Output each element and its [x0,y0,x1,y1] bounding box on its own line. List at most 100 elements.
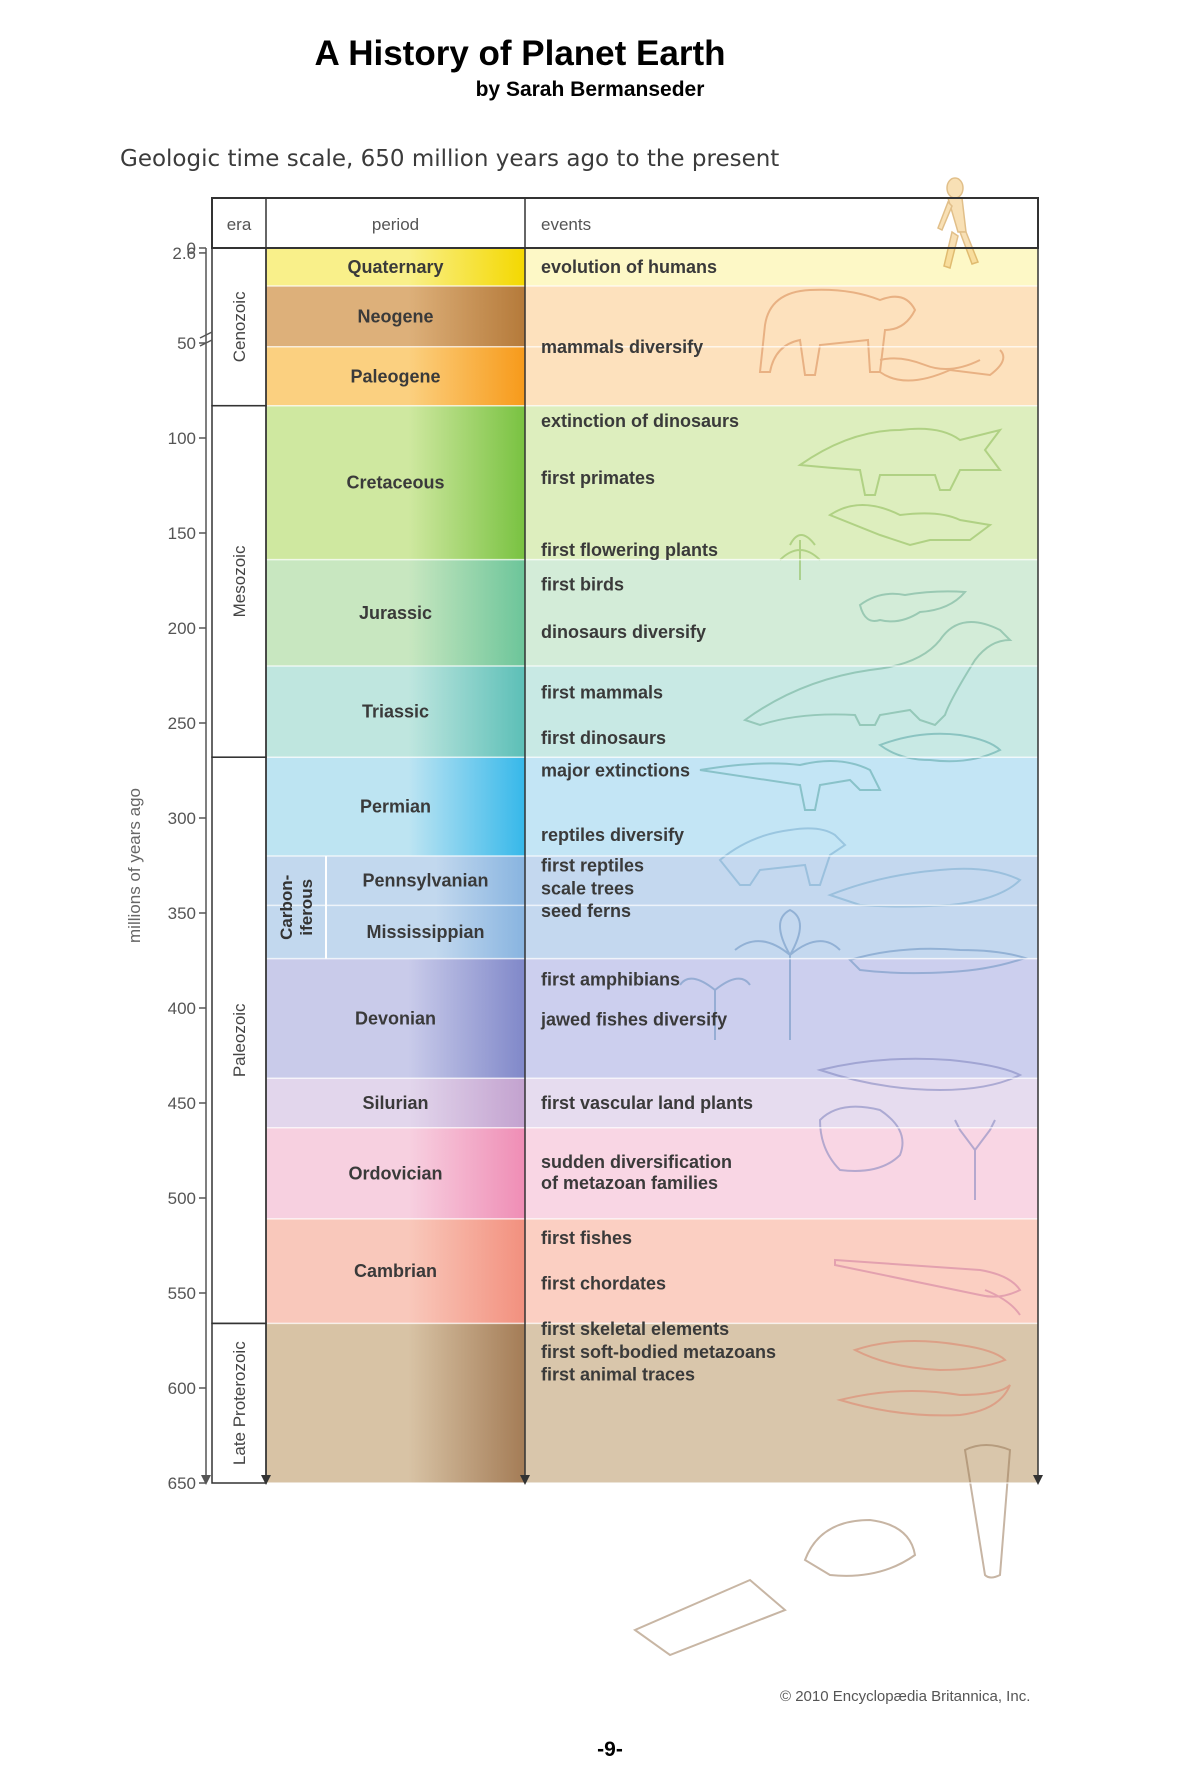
era-label: Mesozoic [230,545,249,617]
period-label: Permian [360,797,431,817]
era-label: Cenozoic [230,291,249,362]
period-label: Pennsylvanian [362,871,488,891]
y-axis-tick-label: 50 [177,334,196,353]
event-label: first reptiles [541,856,644,876]
event-label: extinction of dinosaurs [541,411,739,431]
period-cell [266,958,525,1079]
arrowhead [520,1475,530,1485]
axis-break [199,331,213,347]
author-byline: by Sarah Bermanseder [475,78,705,101]
cambrian-fish-illustration [836,1340,1011,1417]
column-header-period: period [372,215,419,234]
permian-reptile-illustration [718,827,1022,908]
event-label: first amphibians [541,970,680,990]
subgroup-label-line: iferous [297,879,316,936]
y-axis-tick-label: 2.6 [172,244,196,263]
event-band [525,757,1038,856]
y-axis-tick-label: 150 [168,524,196,543]
period-cell [266,1323,525,1483]
human-illustration [937,177,979,269]
event-label: first dinosaurs [541,728,666,748]
era-label: Paleozoic [230,1003,249,1077]
event-label: first soft-bodied metazoans [541,1342,776,1362]
event-label: first vascular land plants [541,1093,753,1113]
period-cell [266,666,525,758]
page-title: A History of Planet Earth [314,34,726,73]
y-axis-tick-label: 650 [168,1474,196,1493]
subgroup-cell [266,856,326,959]
period-cell [326,856,525,906]
y-axis-tick-label: 200 [168,619,196,638]
period-cell [266,286,525,347]
event-label: first animal traces [541,1365,695,1385]
y-axis-tick-label: 300 [168,809,196,828]
event-label: dinosaurs diversify [541,622,706,642]
period-label: Neogene [357,306,433,326]
y-axis-label: millions of years ago [125,788,144,943]
sauropod-illustration [742,590,1013,727]
period-cell [326,905,525,959]
event-band [525,559,1038,666]
period-label: Quaternary [347,257,443,277]
figure-caption: Geologic time scale, 650 million years a… [120,146,780,172]
y-axis-tick-label: 350 [168,904,196,923]
column-header-events: events [541,215,591,234]
subgroup-label: Carbon-iferous [277,875,316,940]
header-row [211,197,1039,249]
period-label: Mississippian [366,922,484,942]
event-band [525,856,1038,959]
triassic-reptile-illustration [699,732,1002,811]
period-label: Jurassic [359,603,432,623]
event-label: jawed fishes diversify [540,1009,727,1029]
period-cell [266,559,525,666]
event-band [525,1127,1038,1219]
event-band [525,1218,1038,1324]
event-label: first mammals [541,683,663,703]
period-cell [266,757,525,856]
period-cell [266,405,525,560]
period-label: Ordovician [348,1163,442,1183]
event-band [525,1078,1038,1128]
era-label: Late Proterozoic [230,1341,249,1465]
y-axis-tick-label: 100 [168,429,196,448]
event-label: first skeletal elements [541,1319,729,1339]
event-label: scale trees [541,878,634,898]
event-band [525,286,1038,406]
column-header-era: era [227,215,252,234]
proterozoic-fossil-illustration [632,1444,1012,1657]
y-axis-tick-label: 500 [168,1189,196,1208]
devonian-fish-illustration [816,1057,1023,1200]
event-label: mammals diversify [541,337,703,357]
period-label: Devonian [355,1008,436,1028]
y-axis-arrow [201,1475,211,1485]
period-cell [266,248,525,286]
event-label: first primates [541,468,655,488]
y-axis-tick-label: 600 [168,1379,196,1398]
period-cell [266,346,525,406]
arrowhead [1033,1475,1043,1485]
period-label: Cretaceous [346,473,444,493]
event-label: first fishes [541,1228,632,1248]
mammal-illustration [758,288,1005,382]
event-label: sudden diversification [541,1152,732,1172]
period-label: Silurian [362,1093,428,1113]
period-cell [266,1078,525,1128]
event-label: evolution of humans [541,257,717,277]
y-axis-tick-label: 0 [187,239,196,258]
y-axis-tick-label: 550 [168,1284,196,1303]
event-band [525,405,1038,560]
y-axis-tick-label: 450 [168,1094,196,1113]
event-band [525,958,1038,1079]
event-band [525,666,1038,758]
event-label: first flowering plants [541,540,718,560]
y-axis-tick-label: 250 [168,714,196,733]
period-label: Triassic [362,702,429,722]
event-label: of metazoan families [541,1173,718,1193]
nautiloid-illustration [834,1258,1022,1316]
period-label: Paleogene [350,366,440,386]
page-number: -9- [597,1738,623,1761]
event-label: major extinctions [541,761,690,781]
copyright-notice: © 2010 Encyclopædia Britannica, Inc. [780,1688,1031,1705]
period-cell [266,1218,525,1324]
